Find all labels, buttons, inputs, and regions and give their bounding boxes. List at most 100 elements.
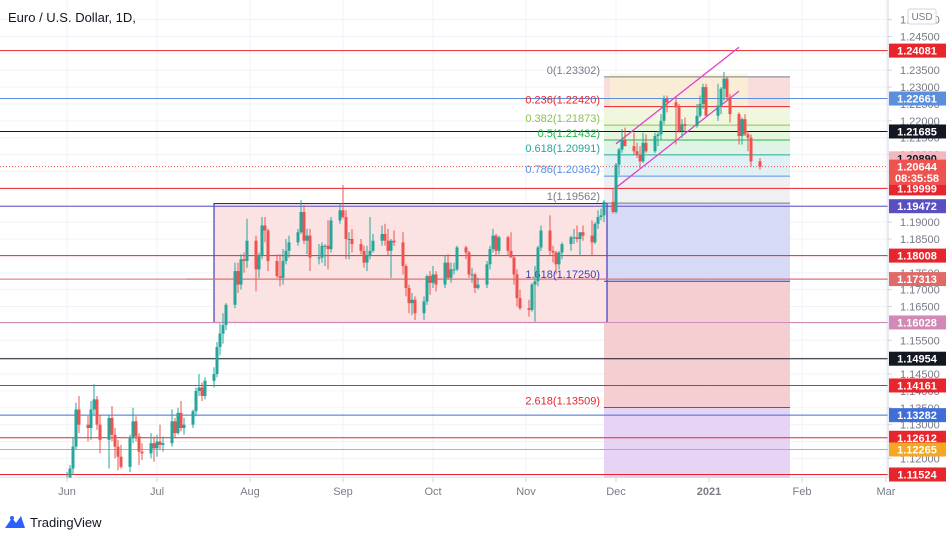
price-tick-label: 1.23000 bbox=[900, 82, 940, 94]
candle-body bbox=[299, 211, 303, 233]
candle-body bbox=[149, 443, 153, 454]
candle-body bbox=[620, 139, 624, 150]
candle-body bbox=[320, 245, 324, 258]
fibonacci-zone-band bbox=[604, 154, 790, 177]
candle-body bbox=[644, 142, 648, 152]
fibonacci-level-label: 0.382(1.21873) bbox=[525, 113, 600, 125]
candle-body bbox=[392, 240, 396, 243]
candle-body bbox=[428, 276, 432, 283]
fibonacci-level-label: 1(1.19562) bbox=[547, 191, 600, 203]
candle-body bbox=[557, 252, 561, 265]
chart-title: Euro / U.S. Dollar, 1D, bbox=[8, 10, 136, 25]
candle-body bbox=[551, 250, 555, 253]
candle-body bbox=[515, 274, 519, 299]
candle-body bbox=[758, 161, 762, 167]
candle-body bbox=[350, 239, 354, 245]
fibonacci-level-label: 0.5(1.21432) bbox=[538, 128, 600, 140]
price-level-tag-label: 1.18008 bbox=[897, 251, 937, 263]
candle-body bbox=[344, 217, 348, 239]
candle-body bbox=[200, 387, 204, 396]
candle-body bbox=[281, 260, 285, 278]
time-axis-background bbox=[0, 478, 948, 512]
candle-body bbox=[476, 284, 480, 288]
candle-body bbox=[677, 107, 681, 131]
price-level-tag-label: 1.19999 bbox=[897, 183, 937, 195]
price-tick-label: 1.17000 bbox=[900, 285, 940, 297]
candle-body bbox=[530, 284, 534, 310]
candle-body bbox=[68, 468, 72, 481]
price-level-tag-label: 1.21685 bbox=[897, 126, 937, 138]
candle-body bbox=[371, 240, 375, 251]
candle-body bbox=[434, 274, 438, 285]
time-tick-label: Jun bbox=[58, 486, 76, 498]
candle-body bbox=[704, 87, 708, 116]
time-tick-label: Mar bbox=[877, 486, 896, 498]
candle-body bbox=[287, 242, 291, 251]
tradingview-logo: TradingView bbox=[4, 512, 102, 532]
candle-body bbox=[617, 149, 621, 165]
candle-body bbox=[656, 134, 660, 137]
fibonacci-level-label: 0.786(1.20362) bbox=[525, 164, 600, 176]
candle-body bbox=[659, 120, 663, 135]
price-level-tag-label: 1.19472 bbox=[897, 201, 937, 213]
price-level-tag-label: 1.13282 bbox=[897, 410, 937, 422]
candle-body bbox=[386, 240, 390, 251]
candle-body bbox=[638, 154, 642, 162]
candle-body bbox=[662, 98, 666, 121]
candle-body bbox=[74, 409, 78, 447]
candle-body bbox=[554, 252, 558, 265]
price-level-tag bbox=[889, 430, 946, 445]
candle-body bbox=[323, 245, 327, 247]
price-level-tag-label: 1.24081 bbox=[897, 46, 937, 58]
candle-body bbox=[491, 235, 495, 250]
fibonacci-level-label: 0(1.23302) bbox=[547, 65, 600, 77]
price-level-tag-label: 1.14954 bbox=[897, 354, 938, 366]
candle-body bbox=[92, 399, 96, 410]
candle-body bbox=[599, 215, 603, 218]
candle-body bbox=[683, 124, 687, 126]
candle-body bbox=[242, 259, 246, 261]
time-tick-label: 2021 bbox=[697, 486, 721, 498]
price-tag-label: 1.20644 bbox=[897, 162, 938, 174]
candle-body bbox=[449, 269, 453, 278]
price-tick-label: 1.19000 bbox=[900, 217, 940, 229]
candle-body bbox=[302, 211, 306, 241]
price-tick-label: 1.15500 bbox=[900, 335, 940, 347]
candle-body bbox=[422, 301, 426, 314]
price-level-tag bbox=[889, 91, 946, 106]
time-tick-label: Jul bbox=[150, 486, 164, 498]
candle-body bbox=[518, 298, 522, 309]
candle-body bbox=[362, 250, 366, 263]
candle-body bbox=[698, 103, 702, 116]
candle-body bbox=[383, 233, 387, 241]
candle-body bbox=[224, 304, 228, 326]
candle-body bbox=[743, 119, 747, 135]
candle-body bbox=[95, 399, 99, 425]
candle-body bbox=[152, 443, 156, 449]
candle-body bbox=[161, 443, 165, 445]
tradingview-logo-icon bbox=[5, 516, 25, 528]
candle-body bbox=[512, 257, 516, 275]
candle-body bbox=[212, 374, 216, 381]
candle-body bbox=[611, 201, 615, 212]
candle-body bbox=[308, 235, 312, 258]
candlestick-chart[interactable]: 0(1.23302) 0.236(1.22420) 0.382(1.21873) 0.… bbox=[0, 0, 948, 512]
candle-body bbox=[509, 250, 513, 258]
price-level-tag-label: 1.17313 bbox=[897, 274, 937, 286]
price-level-tag-label: 1.12612 bbox=[897, 433, 937, 445]
candle-body bbox=[446, 262, 450, 278]
price-tick-label: 1.16500 bbox=[900, 302, 940, 314]
candle-body bbox=[140, 451, 144, 454]
candle-body bbox=[404, 266, 408, 288]
candle-body bbox=[452, 269, 456, 271]
price-level-tag-label: 1.16028 bbox=[897, 317, 937, 329]
candle-body bbox=[536, 247, 540, 282]
candle-body bbox=[623, 139, 627, 147]
candle-body bbox=[467, 252, 471, 275]
candle-body bbox=[425, 276, 429, 302]
price-tick-label: 1.23500 bbox=[900, 65, 940, 77]
candle-body bbox=[602, 201, 606, 216]
price-level-tag bbox=[889, 43, 946, 58]
currency-label: USD bbox=[911, 12, 932, 23]
